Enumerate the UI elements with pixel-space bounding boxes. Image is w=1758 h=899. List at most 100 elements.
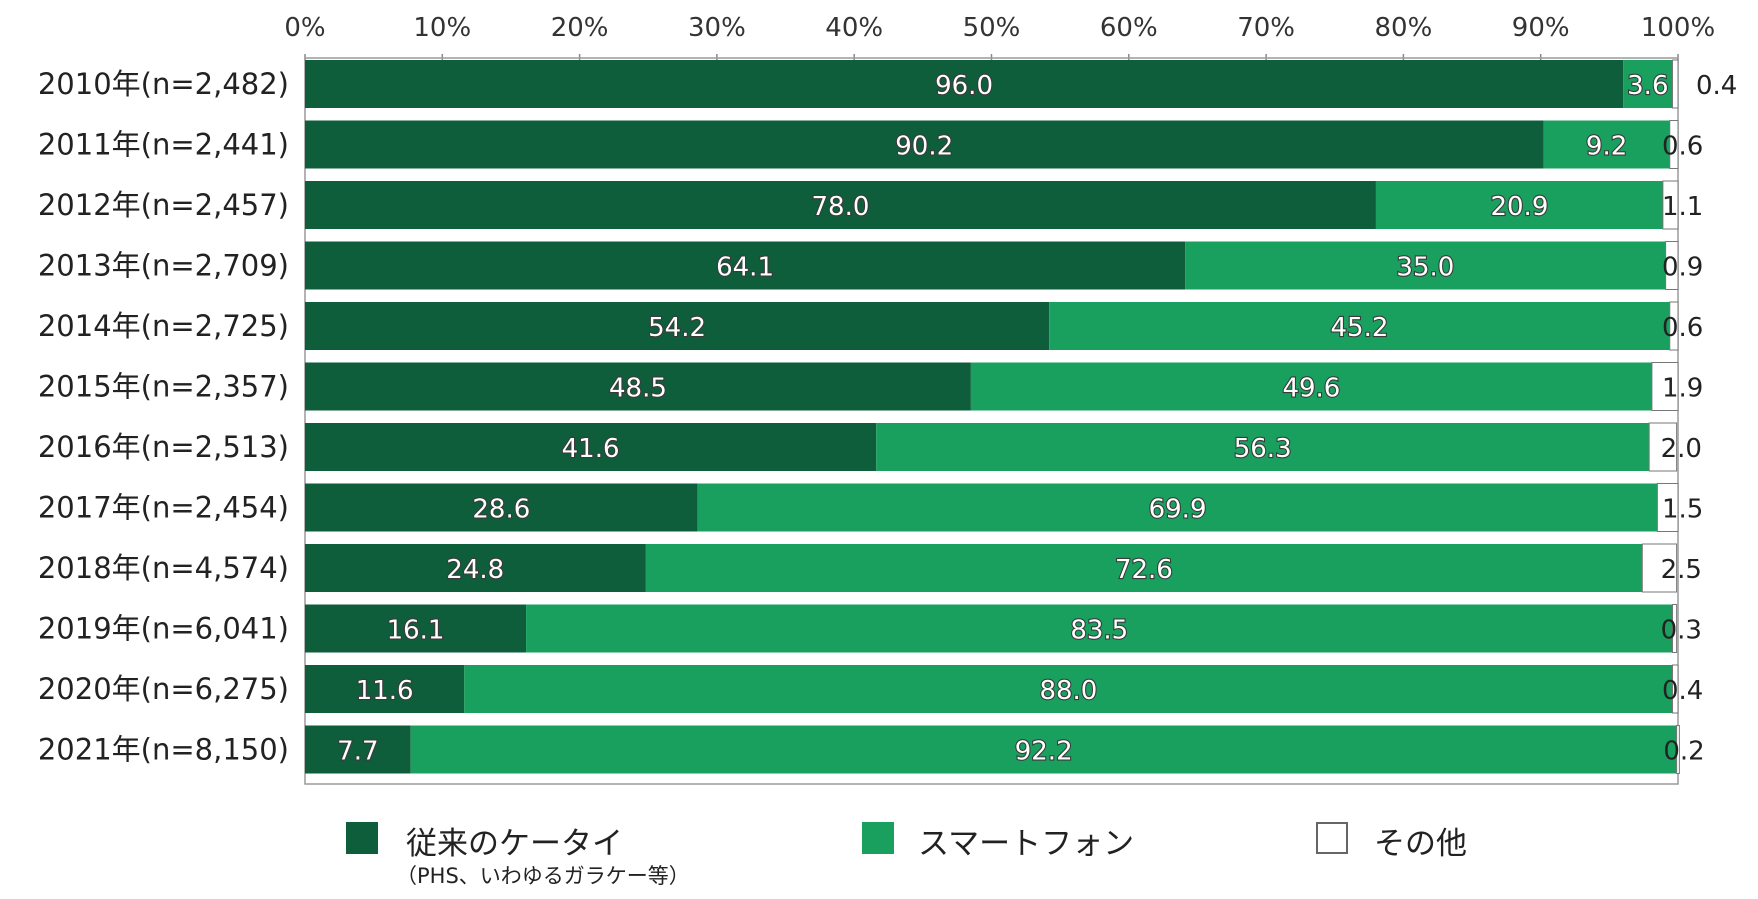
bar-segment-smartphone [464,665,1673,713]
bar-segment-smartphone [876,423,1650,471]
data-label: 20.9 [1490,192,1548,222]
bar-segment-other [1669,120,1679,169]
category-label: 2020年(n=6,275) [38,672,289,706]
data-label: 11.6 [356,676,414,706]
bar-segment-feature-phone [305,423,877,471]
data-label: 3.6 [1627,71,1668,101]
bar-segment-other [1651,362,1679,411]
bar-segment-smartphone [645,544,1643,592]
bar-segment-smartphone [1543,120,1670,169]
bar-row: 2018年(n=4,574) 24.8 72.6 2.5 [38,543,1702,593]
bar-row: 2010年(n=2,482) 96.0 3.6 0.4 [38,59,1737,109]
legend-swatch-other [1316,822,1348,854]
data-label: 49.6 [1282,374,1340,404]
data-label: 1.5 [1662,495,1703,525]
data-label: 83.5 [1070,616,1128,646]
bar-segment-other [1662,180,1679,230]
data-label: 1.1 [1662,192,1703,222]
bar-segment-other [1648,422,1678,472]
chart-rows: 2010年(n=2,482) 96.0 3.6 0.4 2011年(n=2,441) 90… [38,59,1737,774]
data-label: 72.6 [1115,555,1173,585]
legend-label-smartphone: スマートフォン [918,826,1135,862]
data-label: 48.5 [609,374,667,404]
category-label: 2018年(n=4,574) [38,551,289,585]
bar-segment-feature-phone [305,665,465,713]
bar-segment-feature-phone [305,181,1376,229]
bar-segment-other [1665,241,1679,290]
bar-segment-smartphone [1185,241,1666,290]
bar-row: 2013年(n=2,709) 64.1 35.0 0.9 [38,241,1703,290]
data-label: 0.4 [1662,676,1703,706]
data-label: 88.0 [1039,676,1097,706]
category-label: 2019年(n=6,041) [38,612,289,646]
x-axis-ticks: 0% 10% 20% 30% 40% 50% 60% 70% 80% 90% 100% [284,13,1715,60]
data-label: 0.6 [1662,313,1703,343]
bar-segment-smartphone [1375,181,1663,229]
data-label: 92.2 [1015,737,1073,767]
data-label: 41.6 [562,434,620,464]
bar-segment-other [1672,604,1678,653]
bar-row: 2019年(n=6,041) 16.1 83.5 0.3 [38,604,1702,653]
data-label: 16.1 [387,616,445,646]
plot-frame [304,57,1679,785]
x-tick-label: 70% [1237,13,1295,43]
bar-segment-smartphone [1623,60,1673,108]
bar-segment-smartphone [526,604,1673,653]
bar-segment-smartphone [1049,302,1670,350]
bar-segment-feature-phone [305,483,698,532]
x-tick-label: 40% [825,13,883,43]
bar-segment-feature-phone [305,120,1544,169]
bar-row: 2015年(n=2,357) 48.5 49.6 1.9 [38,362,1703,411]
bar-segment-feature-phone [305,725,411,774]
bar-row: 2017年(n=2,454) 28.6 69.9 1.5 [38,483,1703,532]
bar-segment-other [1672,664,1679,714]
bar-row: 2020年(n=6,275) 11.6 88.0 0.4 [38,664,1703,714]
bar-segment-feature-phone [305,604,527,653]
data-label: 64.1 [716,253,774,283]
bar-segment-other [1669,301,1679,351]
bar-segment-feature-phone [305,60,1624,108]
data-label: 54.2 [648,313,706,343]
x-tick-label: 10% [413,13,471,43]
x-tick-label: 60% [1100,13,1158,43]
legend-label-feature-phone: 従来のケータイ [406,826,623,862]
data-label: 78.0 [812,192,870,222]
x-tick-label: 80% [1375,13,1433,43]
legend-note-feature-phone: （PHS、いわゆるガラケー等） [396,864,690,888]
bar-row: 2012年(n=2,457) 78.0 20.9 1.1 [38,180,1703,230]
bar-segment-other [1656,483,1679,532]
category-label: 2015年(n=2,357) [38,370,289,404]
category-label: 2014年(n=2,725) [38,309,289,343]
bar-row: 2016年(n=2,513) 41.6 56.3 2.0 [38,422,1702,472]
bar-segment-smartphone [697,483,1658,532]
x-tick-label: 100% [1641,13,1715,43]
bar-segment-feature-phone [305,241,1186,290]
bar-segment-smartphone [970,362,1652,411]
data-label: 7.7 [337,737,378,767]
bar-segment-feature-phone [305,544,646,592]
bar-segment-other [1676,725,1680,774]
bar-segment-smartphone [410,725,1677,774]
data-label: 56.3 [1234,434,1292,464]
data-label: 24.8 [446,555,504,585]
data-label: 69.9 [1149,495,1207,525]
bar-segment-feature-phone [305,362,971,411]
category-label: 2011年(n=2,441) [38,128,289,162]
x-tick-label: 0% [284,13,325,43]
plot-area [304,57,1679,785]
bar-segment-other [1672,59,1679,109]
data-label: 35.0 [1396,253,1454,283]
data-label: 28.6 [472,495,530,525]
bar-row: 2011年(n=2,441) 90.2 9.2 0.6 [38,120,1703,169]
category-label: 2017年(n=2,454) [38,491,289,525]
data-label: 2.5 [1661,555,1702,585]
data-label: 1.9 [1662,374,1703,404]
category-label: 2012年(n=2,457) [38,188,289,222]
bar-segment-other [1641,543,1678,593]
bar-row: 2014年(n=2,725) 54.2 45.2 0.6 [38,301,1703,351]
x-tick-label: 90% [1512,13,1570,43]
data-label: 45.2 [1331,313,1389,343]
category-label: 2010年(n=2,482) [38,67,289,101]
bar-row: 2021年(n=8,150) 7.7 92.2 0.2 [38,725,1705,774]
legend-swatch-feature-phone [346,822,378,854]
